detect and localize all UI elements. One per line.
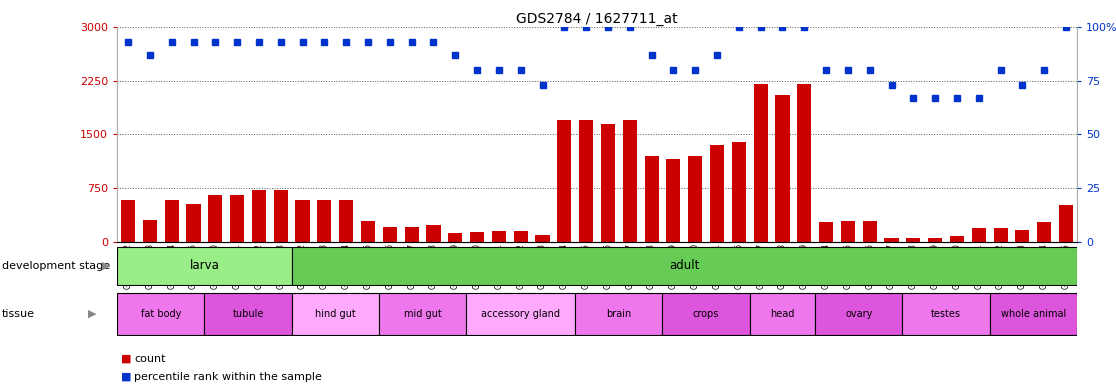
Bar [296,200,309,242]
Bar [750,293,815,335]
Bar [121,200,135,242]
Bar [710,145,724,242]
Bar [663,293,750,335]
Text: fat body: fat body [141,309,181,319]
Bar [536,235,549,242]
Bar [405,227,418,242]
Bar [732,142,745,242]
Bar [753,84,768,242]
Bar [117,247,291,285]
Bar [1037,222,1051,242]
Bar [990,293,1077,335]
Bar [117,293,204,335]
Bar [776,95,789,242]
Text: testes: testes [931,309,961,319]
Bar [815,293,903,335]
Bar [863,221,877,242]
Text: development stage: development stage [2,261,110,271]
Text: percentile rank within the sample: percentile rank within the sample [134,372,321,382]
Bar [291,247,1077,285]
Bar [600,124,615,242]
Bar [165,200,179,242]
Text: ovary: ovary [845,309,873,319]
Bar [557,120,571,242]
Bar [579,120,594,242]
Text: ■: ■ [121,354,131,364]
Bar [209,195,222,242]
Bar [513,231,528,242]
Text: adult: adult [670,260,700,272]
Bar [426,225,441,242]
Text: crops: crops [693,309,720,319]
Bar [186,204,201,242]
Text: tubule: tubule [232,309,263,319]
Bar [972,228,985,242]
Text: tissue: tissue [2,309,36,319]
Bar [492,231,506,242]
Bar [291,293,379,335]
Bar [204,293,291,335]
Bar [950,236,964,242]
Bar [840,221,855,242]
Bar [885,238,898,242]
Bar [143,220,157,242]
Text: mid gut: mid gut [404,309,442,319]
Text: head: head [770,309,795,319]
Text: larva: larva [190,260,220,272]
Bar [273,190,288,242]
Bar [906,238,921,242]
Bar [797,84,811,242]
Text: accessory gland: accessory gland [481,309,560,319]
Bar [379,293,466,335]
Bar [903,293,990,335]
Bar [819,222,834,242]
Bar [993,228,1008,242]
Text: count: count [134,354,165,364]
Bar [360,221,375,242]
Text: ▶: ▶ [102,261,110,271]
Bar [449,233,462,242]
Bar [383,227,397,242]
Text: brain: brain [606,309,632,319]
Bar [623,120,637,242]
Bar [575,293,663,335]
Bar [230,195,244,242]
Bar [339,200,354,242]
Bar [645,156,658,242]
Bar [1016,230,1029,242]
Bar [666,159,681,242]
Bar [317,200,331,242]
Text: hind gut: hind gut [315,309,356,319]
Bar [470,232,484,242]
Bar [1059,205,1074,242]
Text: whole animal: whole animal [1001,309,1066,319]
Bar [466,293,575,335]
Bar [252,190,266,242]
Text: ▶: ▶ [88,309,97,319]
Bar [689,156,702,242]
Bar [929,238,942,242]
Title: GDS2784 / 1627711_at: GDS2784 / 1627711_at [517,12,677,26]
Text: ■: ■ [121,372,131,382]
